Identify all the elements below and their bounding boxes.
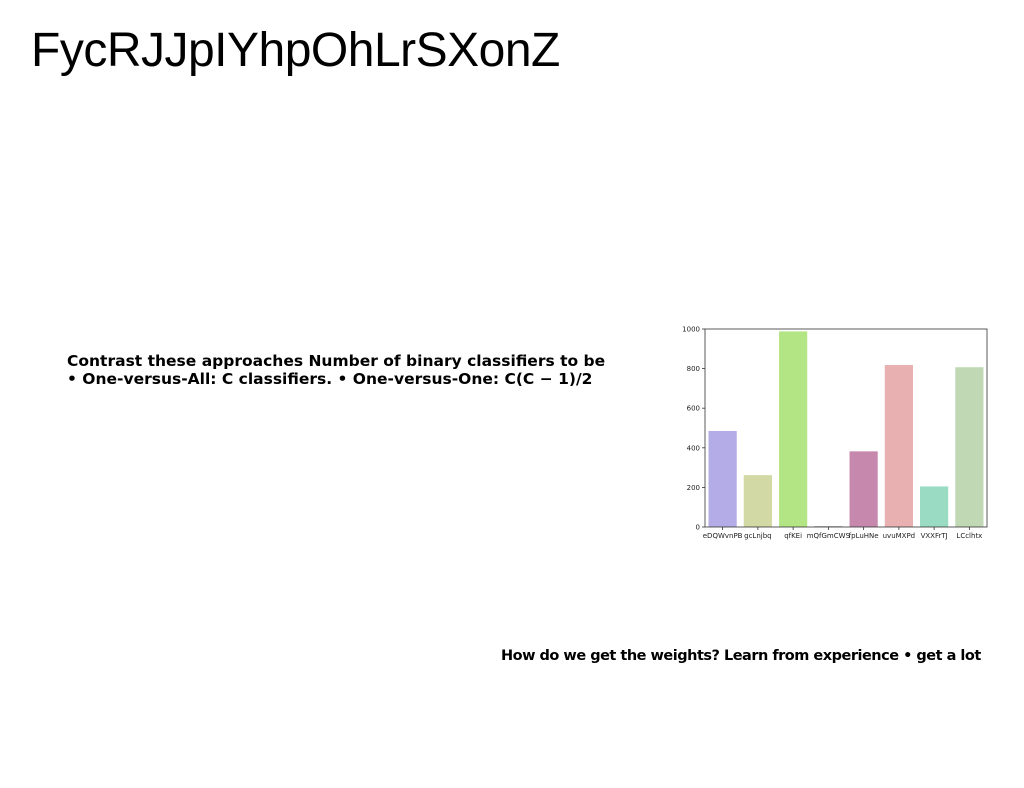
bar [849,451,878,527]
bar-chart: 0 200 400 600 800 1000 eDQWvnPB gcLnjbq qfKEi mQf… [668,320,998,545]
bar [814,526,843,527]
bar [779,331,808,527]
bar [708,430,737,527]
y-tick-label: 600 [687,405,700,413]
x-tick-label: LCclhtx [956,532,982,540]
slide-title: FycRJJpIYhpOhLrSXonZ [31,24,560,77]
x-tick-label: VXXFrTJ [921,532,948,540]
x-tick-label: mQfGmCWS [807,532,851,540]
body-line: Contrast these approaches Number of bina… [67,352,606,370]
plot-frame [704,328,988,528]
x-tick-label: gcLnjbq [744,532,771,540]
y-tick-label: 800 [687,365,700,373]
bar [920,486,949,527]
bar [743,475,772,527]
bar-chart-svg: 0 200 400 600 800 1000 eDQWvnPB gcLnjbq qfKEi mQf… [682,326,988,540]
slide-body-text: Contrast these approaches Number of bina… [67,352,647,388]
y-tick-label: 400 [687,444,700,452]
body-line: • One-versus-All: C classifiers. • One-v… [67,370,593,388]
y-tick-label: 1000 [682,326,700,334]
x-tick-label: qfKEi [784,532,802,540]
x-tick-label: uvuMXPd [883,532,916,540]
slide-caption: How do we get the weights? Learn from ex… [501,648,981,664]
bar [955,367,984,527]
x-tick-label: fpLuHNe [849,532,879,540]
bar [884,365,913,527]
y-tick-label: 200 [687,484,700,492]
x-tick-label: eDQWvnPB [703,532,743,540]
y-tick-label: 0 [696,524,700,532]
